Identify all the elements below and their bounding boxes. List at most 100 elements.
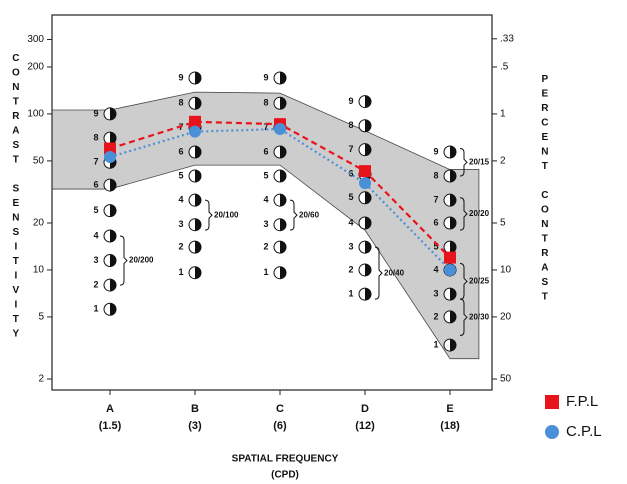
acuity-label: 20/40 [384, 268, 405, 277]
x-tick-sublabel: (6) [273, 420, 287, 432]
card-label: 1 [433, 339, 438, 349]
card-shade [195, 97, 201, 110]
card-shade [450, 216, 456, 229]
x-tick-label: A [106, 403, 114, 415]
card-label: 4 [178, 195, 183, 205]
card-label: 5 [93, 205, 98, 215]
y-tick-label: 2 [38, 374, 44, 385]
card-shade [110, 230, 116, 243]
x-tick-sublabel: (3) [188, 420, 202, 432]
y-tick-label: 100 [27, 109, 44, 120]
acuity-label: 20/30 [469, 312, 490, 321]
series-marker [359, 177, 371, 190]
card-label: 2 [348, 264, 353, 274]
y-axis-label: CONTRAST SENSITIVITY [10, 53, 21, 343]
acuity-label: 20/15 [469, 157, 490, 166]
x-axis-unit: (CPD) [271, 470, 299, 481]
x-tick-label: C [276, 403, 284, 415]
card-shade [280, 218, 286, 231]
series-marker [104, 150, 116, 163]
series-marker [444, 263, 456, 276]
card-label: 3 [263, 219, 268, 229]
card-label: 2 [263, 242, 268, 252]
x-axis-label: SPATIAL FREQUENCY [232, 454, 339, 465]
card-label: 3 [178, 219, 183, 229]
y2-tick-label: 20 [500, 312, 512, 323]
card-shade [110, 279, 116, 292]
card-shade [365, 95, 371, 108]
card-label: 6 [93, 179, 98, 189]
acuity-label: 20/25 [469, 276, 490, 285]
card-shade [280, 266, 286, 279]
acuity-label: 20/100 [214, 210, 239, 219]
acuity-bracket [289, 199, 298, 231]
card-label: 8 [348, 120, 353, 130]
y-tick-label: 300 [27, 34, 44, 45]
x-tick-sublabel: (12) [355, 420, 375, 432]
legend-label: F.P.L [566, 393, 598, 410]
y2-tick-label: 5 [500, 218, 506, 229]
card-shade [280, 241, 286, 254]
band [51, 91, 480, 360]
card-label: 6 [433, 217, 438, 227]
series-marker [189, 125, 201, 138]
series-marker [104, 142, 116, 155]
card-shade [450, 339, 456, 352]
acuity-bracket [374, 246, 383, 300]
card-label: 6 [348, 169, 353, 179]
acuity-label: 20/200 [129, 256, 154, 265]
acuity-bracket [119, 235, 128, 286]
x-tick-label: D [361, 403, 369, 415]
y2-tick-label: .33 [500, 33, 514, 44]
card-label: 1 [178, 267, 183, 277]
card-shade [195, 170, 201, 183]
legend-marker [545, 395, 559, 409]
card-shade [280, 194, 286, 207]
card-shade [110, 303, 116, 316]
y-tick-label: 20 [33, 218, 45, 229]
card-label: 4 [433, 264, 438, 274]
y-tick-label: 10 [33, 265, 45, 276]
card-shade [365, 288, 371, 301]
card-label: 5 [348, 192, 353, 202]
card-label: 4 [93, 230, 98, 240]
card-label: 4 [263, 195, 268, 205]
card-label: 6 [178, 146, 183, 156]
series-marker [274, 123, 286, 136]
card-shade [195, 194, 201, 207]
card-shade [450, 241, 456, 254]
y2-tick-label: 50 [500, 374, 512, 385]
card-shade [280, 97, 286, 110]
card-shade [365, 216, 371, 229]
card-label: 1 [93, 304, 98, 314]
acuity-bracket [459, 262, 468, 300]
acuity-bracket [459, 148, 468, 177]
card-label: 7 [93, 157, 98, 167]
card-shade [365, 241, 371, 254]
card-shade [365, 191, 371, 204]
card-label: 9 [178, 72, 183, 82]
card-shade [195, 146, 201, 159]
card-label: 7 [348, 144, 353, 154]
acuity-label: 20/60 [299, 210, 320, 219]
card-label: 1 [263, 267, 268, 277]
card-label: 6 [263, 146, 268, 156]
y2-axis-label: PERCENT CONTRAST [539, 74, 550, 306]
card-shade [365, 119, 372, 132]
card-shade [365, 263, 371, 276]
card-label: 3 [93, 255, 98, 265]
card-label: 9 [348, 96, 353, 106]
card-label: 4 [348, 217, 353, 227]
card-shade [450, 146, 456, 159]
card-shade [450, 310, 456, 323]
y-tick-label: 5 [38, 312, 44, 323]
y2-tick-label: 10 [500, 265, 512, 276]
card-shade [365, 143, 371, 156]
card-label: 9 [433, 146, 438, 156]
legend-marker [545, 425, 559, 439]
card-label: 5 [263, 170, 268, 180]
series-marker [444, 251, 456, 264]
card-shade [110, 204, 116, 217]
card-label: 8 [433, 170, 438, 180]
card-shade [195, 71, 201, 84]
